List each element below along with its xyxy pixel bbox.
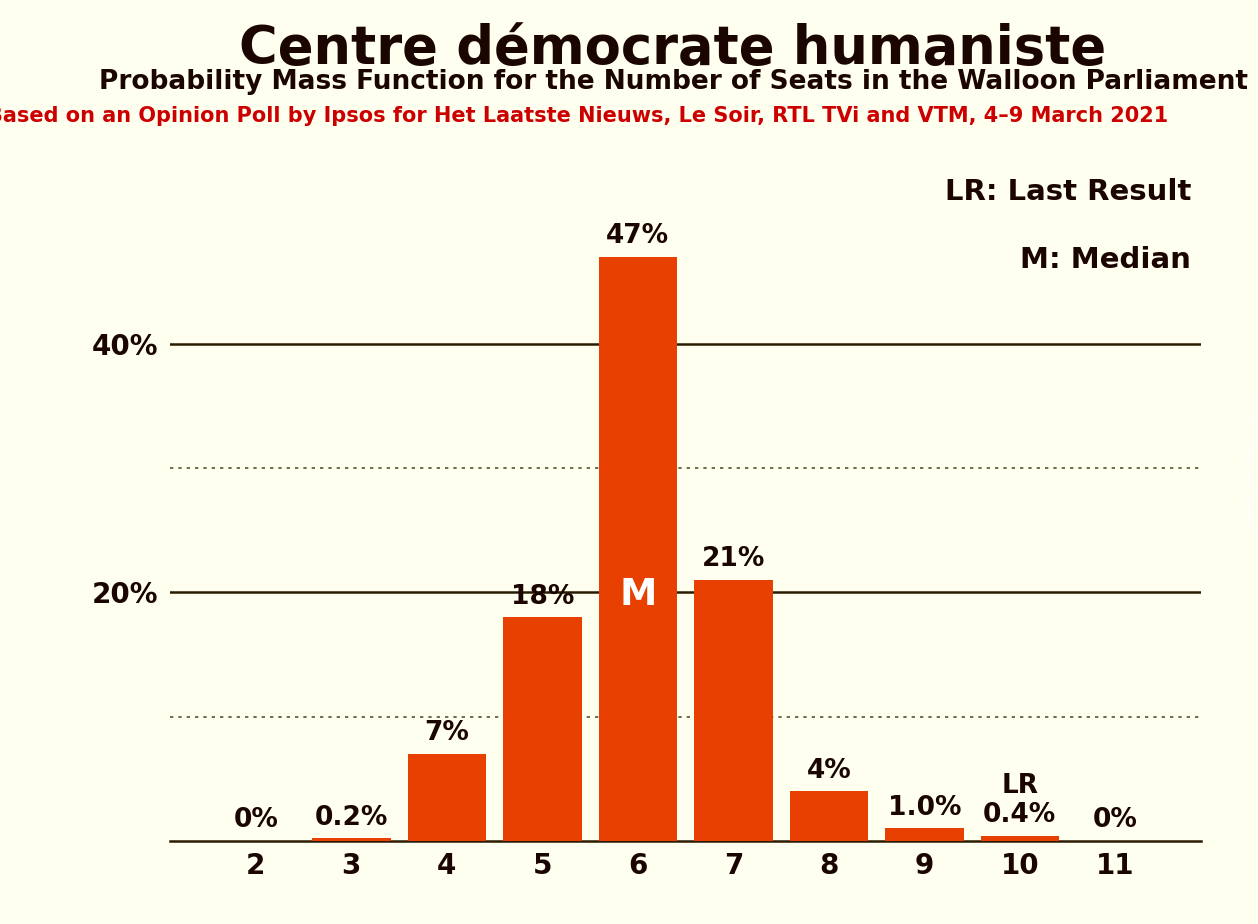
Text: M: M [619, 578, 657, 614]
Bar [408, 754, 486, 841]
Text: 0.2%: 0.2% [314, 805, 387, 831]
Text: LR: Last Result: LR: Last Result [945, 177, 1191, 206]
Text: © 2021 Filip van Laenen: © 2021 Filip van Laenen [1243, 394, 1253, 530]
Text: 18%: 18% [511, 584, 574, 610]
Text: 4%: 4% [806, 758, 852, 784]
Text: 1.0%: 1.0% [888, 795, 961, 821]
Text: 7%: 7% [424, 721, 469, 747]
Text: 0%: 0% [1093, 808, 1137, 833]
Bar [503, 617, 581, 841]
Bar [790, 791, 868, 841]
Bar [981, 836, 1059, 841]
Text: 47%: 47% [606, 223, 669, 249]
Text: Probability Mass Function for the Number of Seats in the Walloon Parliament: Probability Mass Function for the Number… [98, 69, 1248, 95]
Text: 0.4%: 0.4% [984, 802, 1057, 829]
Text: M: Median: M: Median [1020, 246, 1191, 274]
Text: Centre démocrate humaniste: Centre démocrate humaniste [239, 23, 1107, 75]
Text: LR: LR [1001, 772, 1038, 798]
Bar [599, 257, 677, 841]
Text: 0%: 0% [234, 808, 278, 833]
Text: Based on an Opinion Poll by Ipsos for Het Laatste Nieuws, Le Soir, RTL TVi and V: Based on an Opinion Poll by Ipsos for He… [0, 106, 1169, 127]
Bar [694, 579, 772, 841]
Text: 21%: 21% [702, 546, 765, 572]
Bar [886, 829, 964, 841]
Bar [312, 838, 390, 841]
